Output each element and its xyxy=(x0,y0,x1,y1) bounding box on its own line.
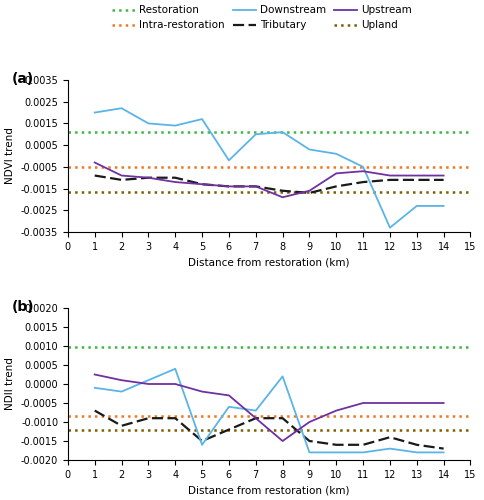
Y-axis label: NDII trend: NDII trend xyxy=(5,358,15,410)
Text: (b): (b) xyxy=(12,300,34,314)
X-axis label: Distance from restoration (km): Distance from restoration (km) xyxy=(188,486,349,496)
Legend: Restoration, Intra-restoration, Downstream, Tributary, Upstream, Upland: Restoration, Intra-restoration, Downstre… xyxy=(111,5,411,30)
Y-axis label: NDVI trend: NDVI trend xyxy=(5,128,15,184)
Text: (a): (a) xyxy=(12,72,34,86)
X-axis label: Distance from restoration (km): Distance from restoration (km) xyxy=(188,258,349,268)
